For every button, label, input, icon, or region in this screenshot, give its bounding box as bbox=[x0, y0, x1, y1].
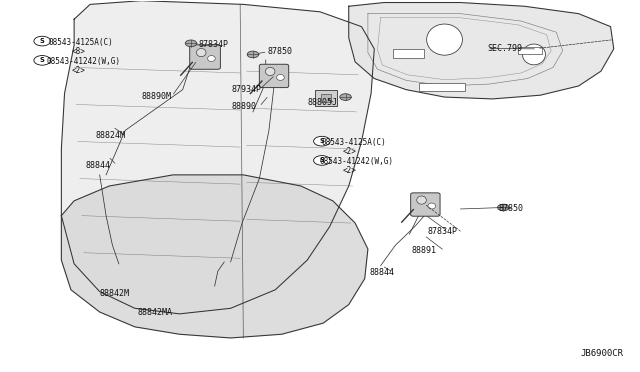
Circle shape bbox=[185, 40, 196, 46]
Text: 87934P: 87934P bbox=[232, 85, 262, 94]
Text: 88842M: 88842M bbox=[100, 289, 130, 298]
Text: <2>: <2> bbox=[72, 66, 86, 75]
Ellipse shape bbox=[266, 67, 275, 76]
Text: <2>: <2> bbox=[343, 147, 357, 156]
Text: 88890: 88890 bbox=[232, 102, 257, 111]
Bar bbox=[394, 49, 424, 58]
Text: SEC.799: SEC.799 bbox=[487, 44, 522, 53]
Text: S: S bbox=[319, 157, 324, 163]
Text: 88844: 88844 bbox=[86, 161, 111, 170]
Circle shape bbox=[314, 137, 330, 146]
Ellipse shape bbox=[196, 48, 206, 57]
Ellipse shape bbox=[522, 44, 545, 65]
Bar bbox=[321, 94, 331, 102]
Text: 08543-4125A(C): 08543-4125A(C) bbox=[49, 38, 113, 47]
Polygon shape bbox=[61, 1, 374, 314]
Ellipse shape bbox=[207, 55, 215, 61]
FancyBboxPatch shape bbox=[411, 193, 440, 216]
Text: 08543-4125A(C): 08543-4125A(C) bbox=[321, 138, 386, 147]
Text: 08543-41242(W,G): 08543-41242(W,G) bbox=[319, 157, 394, 166]
Polygon shape bbox=[61, 175, 368, 338]
Ellipse shape bbox=[417, 196, 426, 204]
FancyBboxPatch shape bbox=[259, 64, 289, 87]
Circle shape bbox=[247, 51, 259, 58]
Text: 08543-41242(W,G): 08543-41242(W,G) bbox=[47, 57, 121, 66]
Text: S: S bbox=[40, 38, 45, 44]
Text: 87850: 87850 bbox=[268, 47, 292, 56]
FancyBboxPatch shape bbox=[315, 90, 337, 106]
FancyBboxPatch shape bbox=[189, 45, 220, 69]
Circle shape bbox=[34, 55, 51, 65]
Text: 88890M: 88890M bbox=[141, 92, 171, 101]
Circle shape bbox=[340, 94, 351, 100]
Bar bbox=[518, 47, 542, 54]
Text: 88805J: 88805J bbox=[307, 99, 337, 108]
Polygon shape bbox=[349, 3, 614, 99]
Text: 88824M: 88824M bbox=[95, 131, 125, 140]
Text: S: S bbox=[319, 138, 324, 144]
Bar bbox=[419, 83, 465, 92]
Circle shape bbox=[34, 36, 51, 46]
Text: 88891: 88891 bbox=[412, 246, 436, 255]
Text: 87850: 87850 bbox=[499, 205, 524, 214]
Ellipse shape bbox=[276, 74, 284, 80]
Ellipse shape bbox=[427, 24, 463, 55]
Circle shape bbox=[497, 204, 509, 211]
Ellipse shape bbox=[428, 203, 436, 209]
Text: 87834P: 87834P bbox=[428, 227, 458, 236]
Circle shape bbox=[314, 155, 330, 165]
Text: <8>: <8> bbox=[72, 47, 86, 56]
Text: 88844: 88844 bbox=[369, 268, 394, 277]
Text: JB6900CR: JB6900CR bbox=[580, 349, 623, 358]
Text: <2>: <2> bbox=[343, 166, 357, 175]
Text: 87834P: 87834P bbox=[198, 39, 228, 49]
Text: S: S bbox=[40, 57, 45, 63]
Text: 88842MA: 88842MA bbox=[138, 308, 173, 317]
